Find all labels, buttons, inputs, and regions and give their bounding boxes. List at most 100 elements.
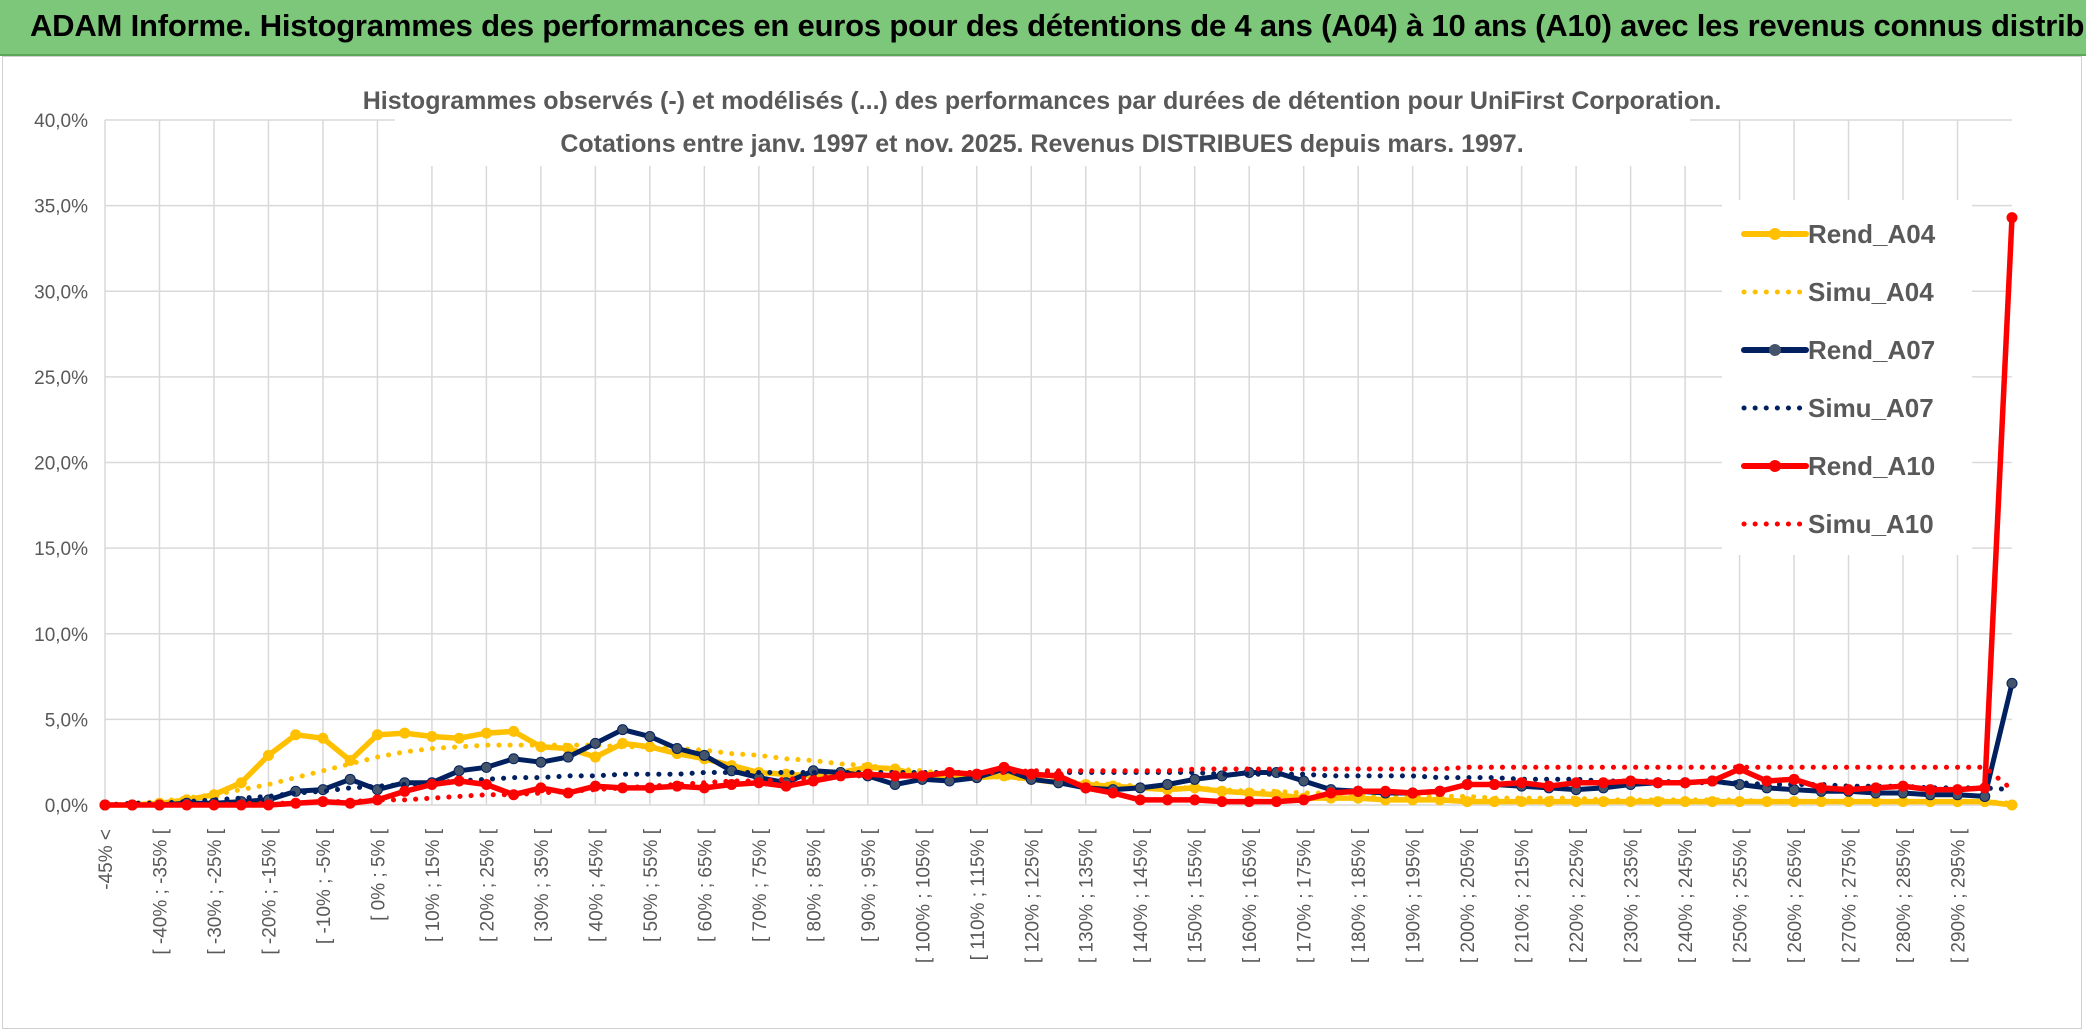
data-point	[1461, 778, 1473, 790]
data-point	[1570, 777, 1582, 789]
x-tick-label: [ 160% ; 165% [	[1240, 828, 1261, 963]
data-point	[1298, 775, 1310, 787]
x-tick-label: [ -30% ; -25% [	[205, 828, 226, 954]
data-point	[1516, 777, 1528, 789]
y-axis-labels: 0,0% 5,0% 10,0% 15,0% 20,0% 25,0% 30,0% 35,0% 40…	[34, 111, 88, 817]
x-tick-label: [ 70% ; 75% [	[750, 828, 771, 942]
data-point	[1597, 777, 1609, 789]
data-point	[426, 778, 438, 790]
x-tick-label: [ -20% ; -15% [	[259, 828, 280, 954]
data-point	[480, 761, 492, 773]
data-point	[698, 749, 710, 761]
data-point	[1298, 794, 1310, 806]
data-point	[290, 729, 302, 741]
data-point	[1379, 785, 1391, 797]
x-tick-label: [ 60% ; 65% [	[695, 828, 716, 942]
x-tick-label: [ -10% ; -5% [	[314, 828, 335, 944]
data-point	[453, 732, 465, 744]
y-tick-label: 5,0%	[45, 710, 88, 731]
data-point	[399, 727, 411, 739]
y-tick-label: 20,0%	[34, 454, 88, 475]
data-point	[1434, 785, 1446, 797]
x-tick-label: [ 210% ; 215% [	[1513, 828, 1534, 963]
data-point	[671, 742, 683, 754]
data-point	[1870, 782, 1882, 794]
data-point	[1161, 794, 1173, 806]
chart-title: Histogrammes observés (-) et modélisés (…	[363, 87, 1722, 115]
legend-label: Rend_A10	[1808, 451, 1935, 481]
data-point	[1243, 796, 1255, 808]
data-point	[1843, 784, 1855, 796]
chart-title-box: Histogrammes observés (-) et modélisés (…	[363, 80, 1722, 166]
data-point	[1679, 777, 1691, 789]
x-tick-label: [ 270% ; 275% [	[1840, 828, 1861, 963]
data-point	[1080, 782, 1092, 794]
x-tick-label: [ 230% ; 235% [	[1622, 828, 1643, 963]
data-point	[399, 785, 411, 797]
x-tick-label: [ 220% ; 225% [	[1567, 828, 1588, 963]
x-tick-label: [ 180% ; 185% [	[1349, 828, 1370, 963]
data-point	[1107, 787, 1119, 799]
y-tick-label: 30,0%	[34, 282, 88, 303]
data-point	[426, 731, 438, 742]
data-point	[1652, 777, 1664, 789]
x-tick-label: [ 50% ; 55% [	[641, 828, 662, 942]
x-tick-label: [ 190% ; 195% [	[1404, 828, 1425, 963]
data-point	[1924, 784, 1936, 796]
y-tick-label: 25,0%	[34, 368, 88, 389]
x-tick-label: [ 260% ; 265% [	[1785, 828, 1806, 963]
series-line-simu-a10	[102, 764, 2015, 808]
data-point	[2006, 677, 2018, 689]
data-point	[480, 778, 492, 790]
data-point	[1189, 773, 1201, 785]
y-tick-label: 10,0%	[34, 625, 88, 646]
x-tick-label: [ 290% ; 295% [	[1949, 828, 1970, 963]
legend-label: Rend_A04	[1808, 219, 1936, 249]
data-point	[1161, 778, 1173, 790]
data-point	[1134, 794, 1146, 806]
data-point	[508, 725, 520, 737]
data-point	[562, 751, 574, 763]
legend-label: Simu_A04	[1808, 277, 1934, 307]
x-tick-label: [ 280% ; 285% [	[1894, 828, 1915, 963]
data-point	[617, 724, 629, 736]
x-tick-label: [ 120% ; 125% [	[1022, 828, 1043, 963]
x-tick-label: [ 90% ; 95% [	[859, 828, 880, 942]
series-line-simu-a04	[102, 742, 2015, 808]
x-tick-label: [ 130% ; 135% [	[1077, 828, 1098, 963]
data-point	[508, 753, 520, 765]
data-point	[262, 749, 274, 761]
data-point	[317, 732, 329, 744]
data-point	[1979, 782, 1991, 794]
data-point	[1270, 796, 1282, 808]
chart-series	[99, 212, 2018, 811]
data-point	[589, 737, 601, 749]
y-tick-label: 35,0%	[34, 197, 88, 218]
x-tick-label: [ 20% ; 25% [	[477, 828, 498, 942]
data-point	[589, 751, 601, 763]
chart-legend: Rend_A04 Simu_A04 Rend_A07 Simu_A07 Rend_A10…	[1722, 200, 1972, 555]
data-point	[453, 765, 465, 777]
legend-label: Simu_A07	[1808, 393, 1934, 423]
y-tick-label: 15,0%	[34, 539, 88, 560]
data-point	[1216, 796, 1228, 808]
data-point	[1952, 784, 1964, 796]
data-point	[1407, 787, 1419, 799]
x-tick-label: [ 100% ; 105% [	[913, 828, 934, 963]
data-point	[1025, 768, 1037, 780]
x-axis-labels: -45% < [ -40% ; -35% [[ -30% ; -25% [[ -2…	[96, 828, 1970, 963]
x-tick-label: [ 170% ; 175% [	[1295, 828, 1316, 963]
report-title: ADAM Informe. Histogrammes des performan…	[30, 8, 2086, 43]
data-point	[480, 727, 492, 739]
data-point	[235, 777, 247, 789]
legend-marker	[1769, 460, 1781, 472]
y-tick-label: 40,0%	[34, 111, 88, 132]
x-tick-label: [ 10% ; 15% [	[423, 828, 444, 942]
data-point	[1189, 794, 1201, 806]
data-point	[1815, 782, 1827, 794]
x-tick-label: -45% <	[96, 829, 117, 890]
data-point	[1706, 775, 1718, 787]
x-tick-label: [ 0% ; 5% [	[368, 828, 389, 921]
data-point	[535, 782, 547, 794]
data-point	[1761, 775, 1773, 787]
